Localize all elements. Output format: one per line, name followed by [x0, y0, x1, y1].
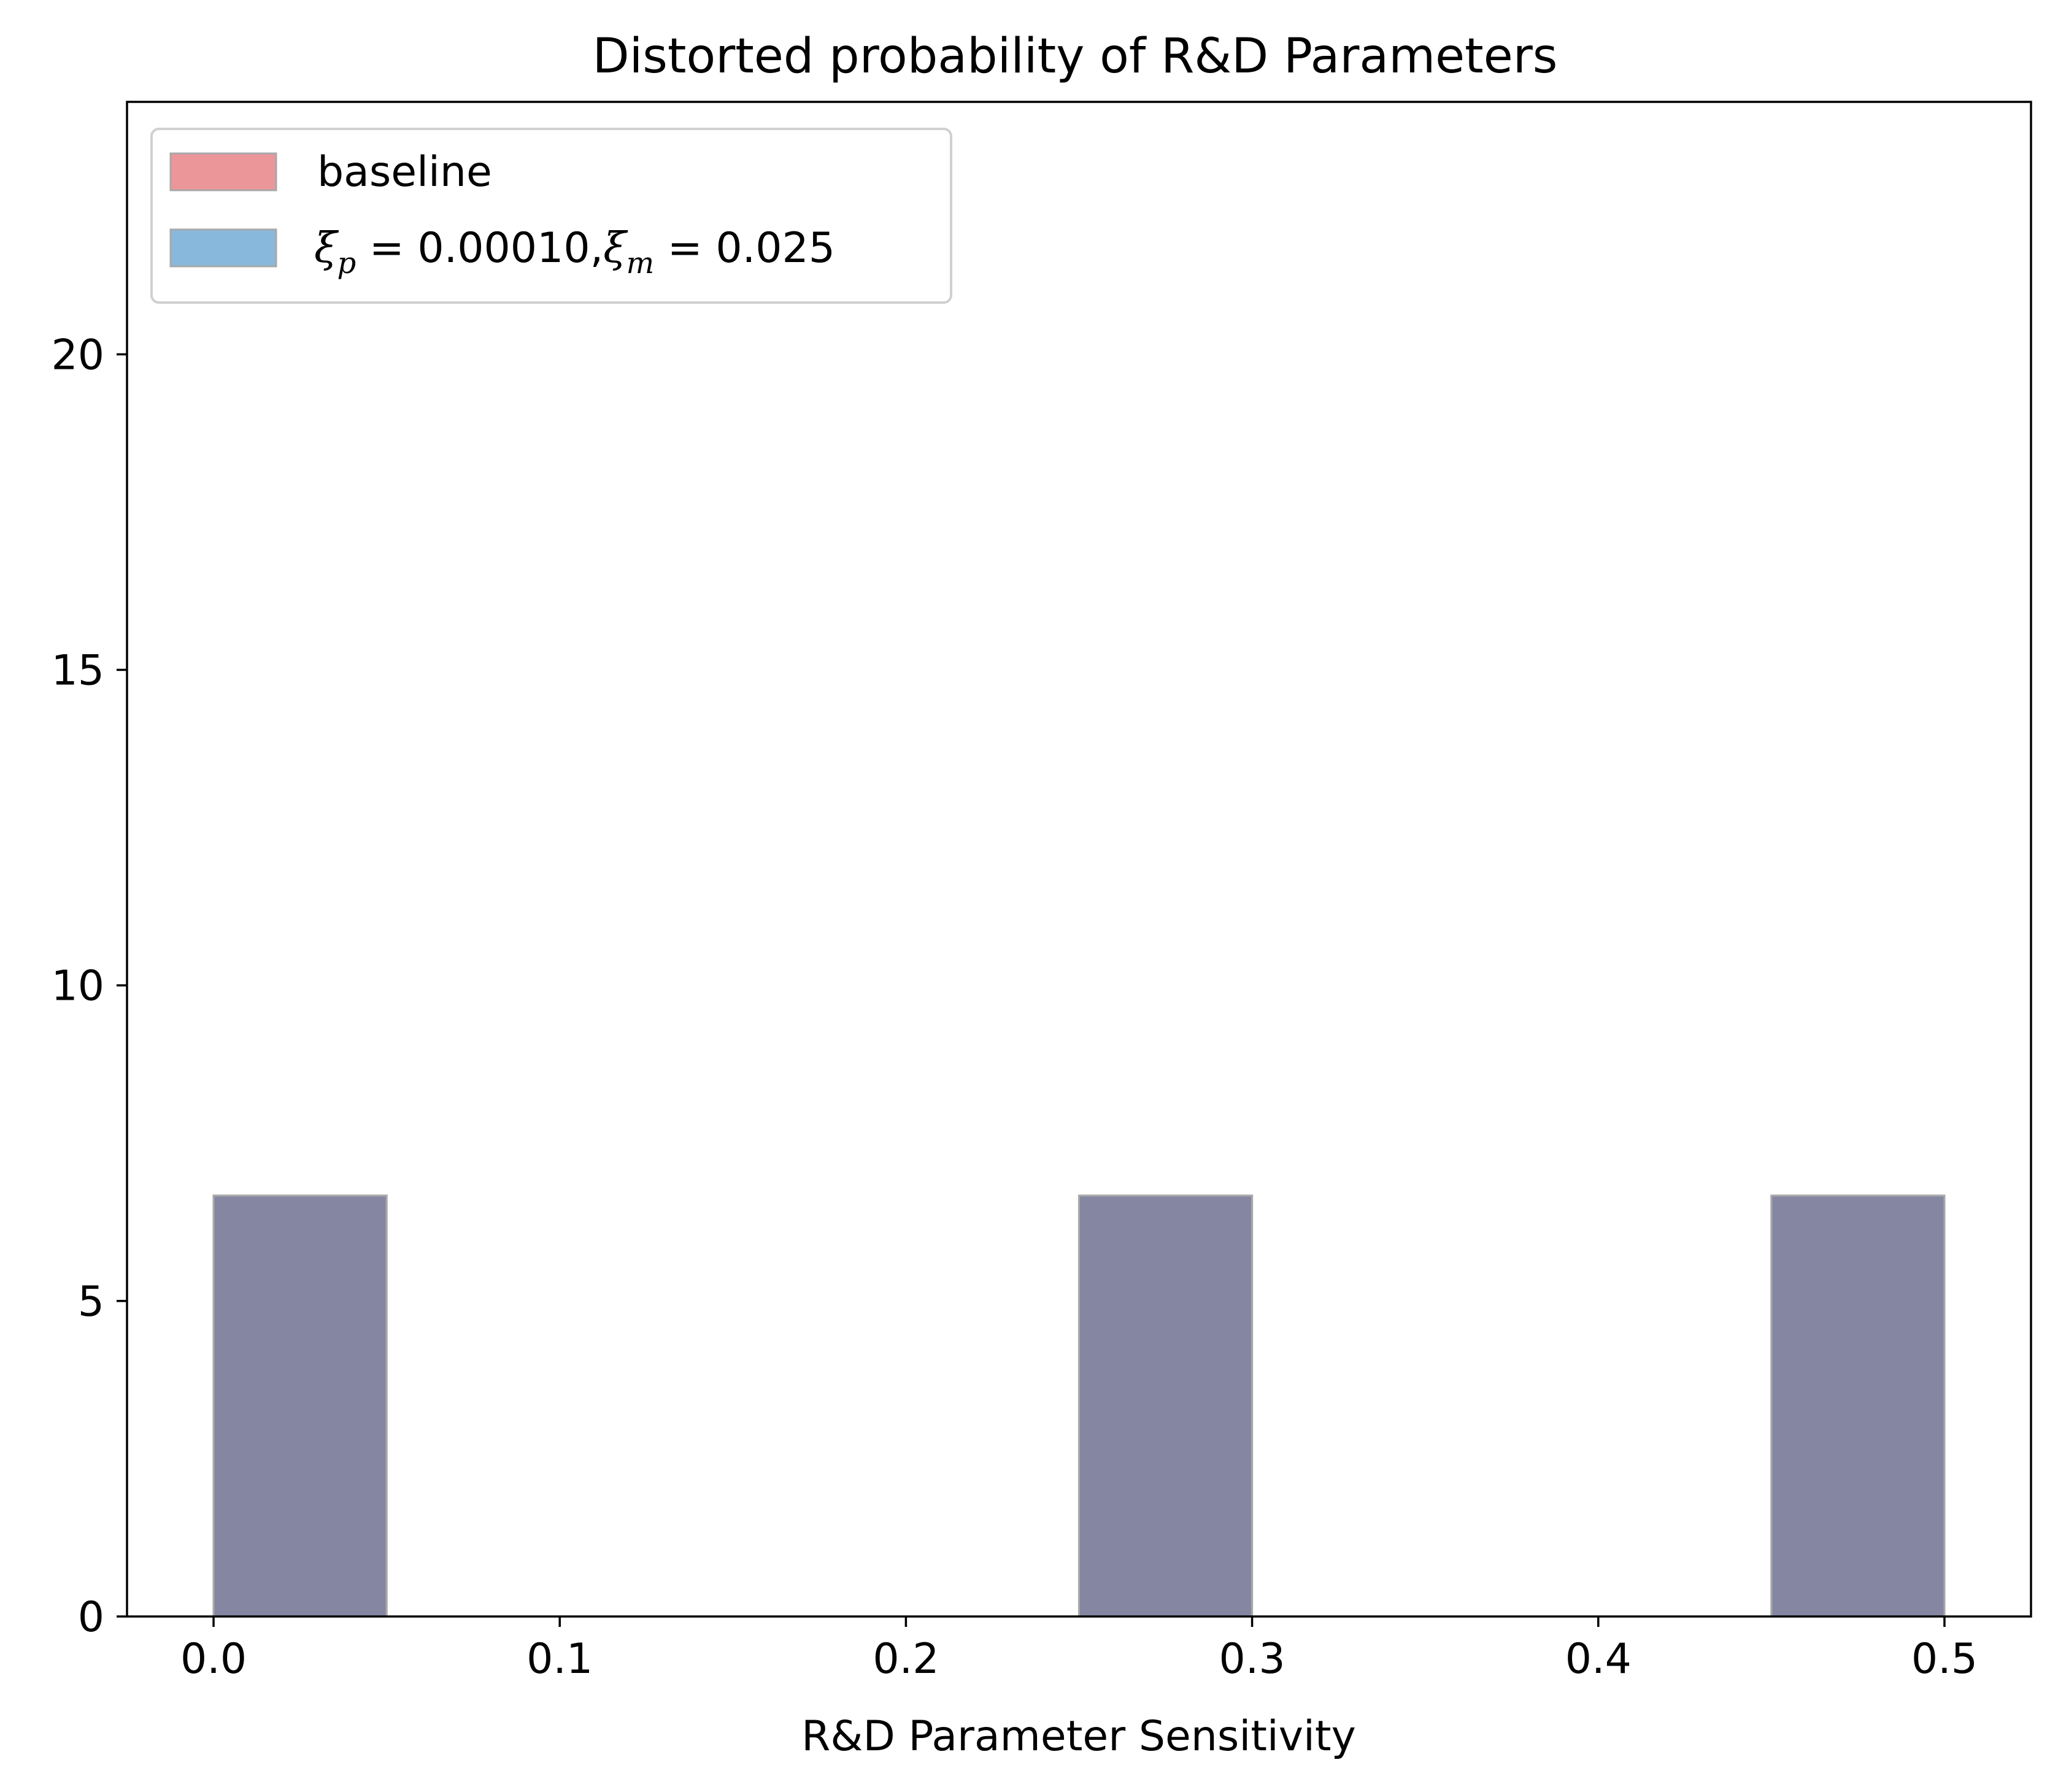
x-tick-label: 0.3 — [1219, 1635, 1285, 1683]
x-axis-label: R&D Parameter Sensitivity — [801, 1712, 1356, 1761]
legend-swatch-distorted — [169, 228, 277, 268]
legend-label-distorted: ξp = 0.00010,ξm = 0.025 — [314, 224, 835, 280]
y-tick-label: 10 — [51, 962, 104, 1011]
legend-swatch-baseline — [169, 152, 277, 191]
bar-series0-bin0 — [212, 1194, 388, 1618]
x-tick-label: 0.0 — [180, 1635, 247, 1683]
bar-series1-bin0 — [212, 1194, 388, 1618]
y-tick-label: 15 — [51, 647, 104, 695]
bar-series1-bin2 — [1770, 1194, 1946, 1618]
x-tick-label: 0.1 — [526, 1635, 593, 1683]
bar-series0-bin2 — [1770, 1194, 1946, 1618]
x-tick-label: 0.5 — [1911, 1635, 1978, 1683]
y-axis: 0 5 10 15 20 — [51, 331, 127, 1642]
y-tick-label: 0 — [78, 1593, 104, 1642]
x-tick-label: 0.2 — [873, 1635, 939, 1683]
legend-box — [150, 128, 952, 304]
legend-label-baseline: baseline — [317, 148, 492, 196]
legend: baseline ξp = 0.00010,ξm = 0.025 — [150, 128, 952, 304]
y-tick-label: 20 — [51, 331, 104, 379]
x-tick-label: 0.4 — [1565, 1635, 1632, 1683]
chart-title: Distorted probability of R&D Parameters — [593, 29, 1558, 84]
bars-layer — [212, 1194, 1946, 1618]
plot-frame — [126, 101, 2032, 1618]
x-axis: 0.0 0.1 0.2 0.3 0.4 0.5 — [180, 1616, 1978, 1683]
y-tick-label: 5 — [78, 1278, 104, 1326]
bar-series1-bin1 — [1078, 1194, 1254, 1618]
